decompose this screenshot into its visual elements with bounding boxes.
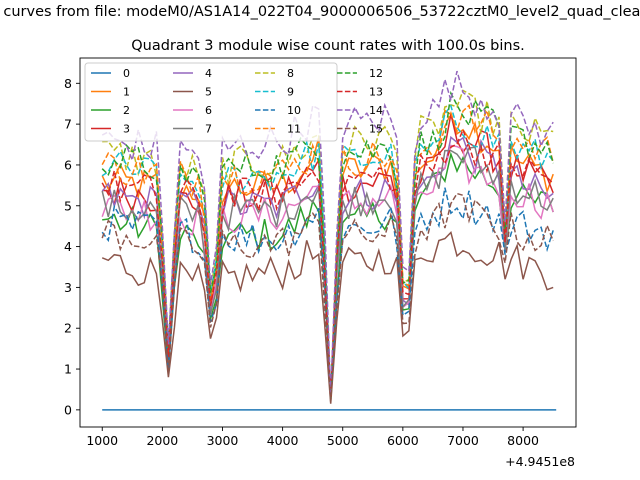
series-line-15 — [101, 192, 554, 402]
series-layer — [101, 70, 557, 411]
legend-label-1: 1 — [123, 86, 130, 99]
y-tick-label: 2 — [64, 321, 72, 336]
legend-label-0: 0 — [123, 67, 130, 80]
y-tick-label: 5 — [64, 198, 72, 213]
y-tick-label: 1 — [64, 362, 72, 377]
y-tick-label: 0 — [64, 402, 72, 417]
axes: 1000 2000 3000 4000 5000 6000 7000 800001234567… — [64, 57, 577, 448]
y-tick-label: 4 — [64, 239, 72, 254]
axes-frame — [79, 57, 577, 428]
x-tick-label: 7000 — [447, 433, 479, 448]
x-tick-label: 5000 — [327, 433, 359, 448]
x-tick-label: 2000 — [146, 433, 178, 448]
legend-box — [84, 62, 338, 142]
legend-label-15: 15 — [369, 123, 383, 136]
x-tick-label: 3000 — [207, 433, 239, 448]
y-tick-label: 8 — [64, 76, 72, 91]
legend-label-13: 13 — [369, 86, 383, 99]
x-offset-label: +4.9451e8 — [505, 454, 575, 469]
legend-label-4: 4 — [205, 67, 212, 80]
y-tick-label: 3 — [64, 280, 72, 295]
figure-suptitle: Light curves from file: modeM0/AS1A14_02… — [0, 4, 640, 20]
legend-label-9: 9 — [287, 86, 294, 99]
legend-label-7: 7 — [205, 123, 212, 136]
legend-label-2: 2 — [123, 104, 130, 117]
legend-label-11: 11 — [287, 123, 301, 136]
y-tick-label: 6 — [64, 157, 72, 172]
x-tick-label: 4000 — [267, 433, 299, 448]
legend-label-12: 12 — [369, 67, 383, 80]
legend-label-5: 5 — [205, 86, 212, 99]
legend-label-8: 8 — [287, 67, 294, 80]
x-tick-label: 1000 — [86, 433, 118, 448]
x-tick-label: 6000 — [387, 433, 419, 448]
legend-label-3: 3 — [123, 123, 130, 136]
legend-label-14: 14 — [369, 104, 383, 117]
x-tick-label: 8000 — [507, 433, 539, 448]
y-tick-label: 7 — [64, 117, 72, 132]
plot-title: Quadrant 3 module wise count rates with … — [131, 38, 525, 54]
legend-label-6: 6 — [205, 104, 212, 117]
series-line-14 — [101, 70, 554, 396]
legend-label-10: 10 — [287, 104, 301, 117]
